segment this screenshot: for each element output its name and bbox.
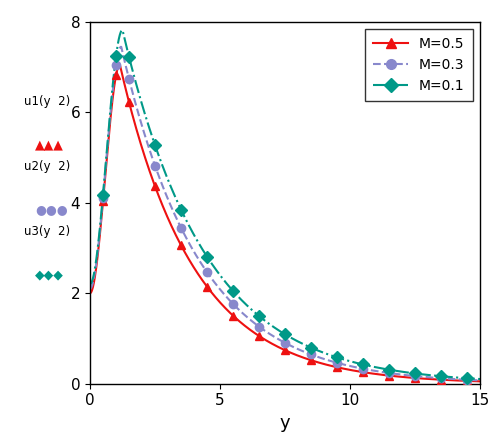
Text: u1(y  2): u1(y 2) (24, 95, 70, 108)
Text: u3(y  2): u3(y 2) (24, 225, 70, 238)
Text: u2(y  2): u2(y 2) (24, 160, 70, 173)
Text: ▲▲▲: ▲▲▲ (36, 138, 64, 151)
Text: ◆◆◆: ◆◆◆ (36, 269, 64, 282)
Legend: M=0.5, M=0.3, M=0.1: M=0.5, M=0.3, M=0.1 (365, 29, 473, 101)
X-axis label: y: y (280, 414, 290, 432)
Text: ●●●: ●●● (36, 204, 68, 217)
